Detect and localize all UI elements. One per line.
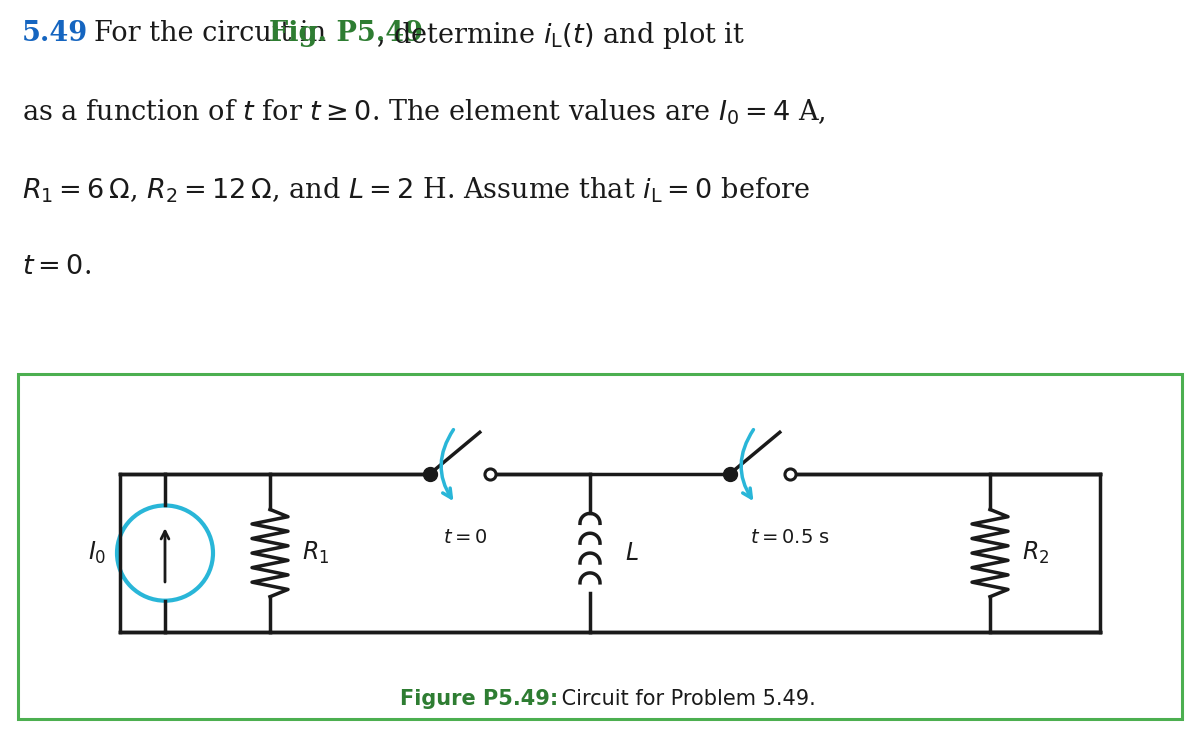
Text: 5.49: 5.49 [22,20,89,47]
Text: Circuit for Problem 5.49.: Circuit for Problem 5.49. [554,689,816,709]
Text: $t = 0$: $t = 0$ [443,528,487,548]
Text: as a function of $t$ for $t \geq 0$. The element values are $I_0 = 4$ A,: as a function of $t$ for $t \geq 0$. The… [22,98,826,127]
Text: $L$: $L$ [625,541,638,565]
Text: $R_2$: $R_2$ [1022,540,1049,566]
Text: $t = 0.5$ s: $t = 0.5$ s [750,528,830,548]
Text: , determine $i_{\mathrm{L}}$$(t)$ and plot it: , determine $i_{\mathrm{L}}$$(t)$ and pl… [376,20,745,51]
Text: $R_1 = 6\,\Omega$, $R_2 = 12\,\Omega$, and $L = 2$ H. Assume that $i_{\mathrm{L}: $R_1 = 6\,\Omega$, $R_2 = 12\,\Omega$, a… [22,175,810,205]
Text: Fig. P5.49: Fig. P5.49 [269,20,424,47]
Text: $R_1$: $R_1$ [302,540,329,566]
Text: $I_0$: $I_0$ [88,540,107,566]
Text: For the circuit in: For the circuit in [94,20,335,47]
FancyBboxPatch shape [18,374,1182,719]
Text: $t = 0$.: $t = 0$. [22,253,91,280]
Text: Figure P5.49:: Figure P5.49: [400,689,558,709]
